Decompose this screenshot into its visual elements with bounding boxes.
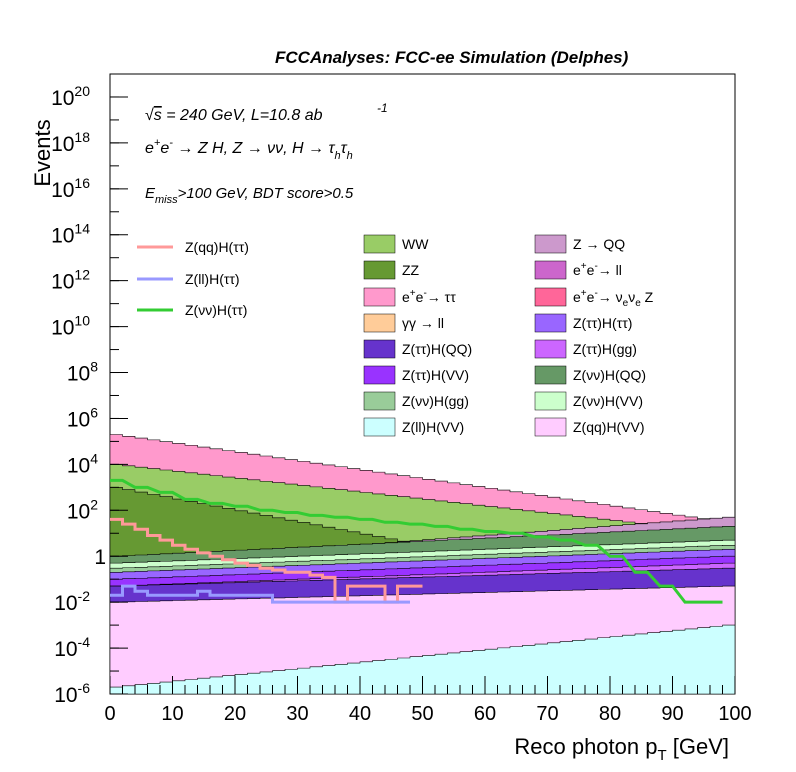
annotation-process: e+e- → Z H, Z → νν, H → τhτh [145, 137, 353, 162]
hist-z-ll-h-vv- [109, 624, 736, 695]
y-tick-label: 1012 [51, 267, 90, 294]
signal-lines [110, 478, 723, 604]
x-axis-label: Reco photon pT [GeV] [514, 734, 729, 764]
legend-swatch-zz [363, 260, 396, 280]
legend-swatch-ztautau-hvv [363, 365, 396, 385]
legend-label-zqq-hvv: Z(qq)H(VV) [573, 419, 645, 435]
legend-signals: Z(qq)H(ττ) Z(ll)H(ττ) Z(νν)H(ττ) [137, 239, 249, 318]
legend-swatch-znunu-hvv [534, 391, 567, 411]
signal-z-ll-h- [110, 584, 410, 604]
legend-swatch-ztautau-hqq [363, 339, 396, 359]
y-tick-label: 1010 [51, 313, 90, 340]
x-tick-label: 80 [599, 703, 621, 725]
legend-label-zqq: Z → QQ [573, 236, 625, 252]
y-tick-label: 10-2 [54, 588, 90, 615]
legend-label-eenuenuez: e+e-→ νeνe Z [573, 288, 654, 309]
legend-label-ww: WW [402, 236, 429, 252]
legend-swatch-znunu-hqq [534, 365, 567, 385]
legend-label-znunu-hvv: Z(νν)H(VV) [573, 393, 643, 409]
y-axis-label: Events [30, 119, 55, 186]
legend-label-zz: ZZ [402, 262, 420, 278]
x-tick-label: 40 [349, 703, 371, 725]
y-tick-label: 1 [94, 546, 106, 569]
y-tick-label: 1020 [51, 83, 90, 110]
energy-unit-sup: -1 [377, 101, 388, 115]
legend-label-znunu-hgg: Z(νν)H(gg) [402, 393, 469, 409]
legend-label-gammagamma: γγ → ll [402, 315, 444, 331]
x-tick-label: 10 [161, 703, 183, 725]
legend-label-znunu-htautau: Z(νν)H(ττ) [185, 302, 247, 318]
legend-label-ztautau-hvv: Z(ττ)H(VV) [402, 367, 469, 383]
legend-swatch-ztautau-hgg [534, 339, 567, 359]
legend-label-znunu-hqq: Z(νν)H(QQ) [573, 367, 646, 383]
legend-backgrounds-col1: WW ZZ e+e-→ ττ γγ → ll Z(ττ)H(QQ) Z(ττ)H… [363, 234, 472, 437]
x-tick-label: 20 [224, 703, 246, 725]
svg-text:e+e- → Z H, Z → νν, H → τhτh: e+e- → Z H, Z → νν, H → τhτh [145, 137, 353, 162]
legend-swatch-eell [534, 260, 567, 280]
legend-label-zqq-htautau: Z(qq)H(ττ) [185, 239, 249, 255]
svg-text:√s = 240 GeV, L=10.8 ab: √s = 240 GeV, L=10.8 ab [145, 107, 323, 124]
legend-swatch-gammagamma [363, 313, 396, 333]
y-tick-label: 108 [67, 359, 98, 386]
y-tick-label: 1016 [51, 175, 90, 202]
x-tick-label: 60 [474, 703, 496, 725]
legend-swatch-zqq [534, 234, 567, 254]
x-tick-label: 100 [718, 703, 751, 725]
y-tick-label: 106 [67, 404, 98, 431]
y-tick-label: 10-4 [54, 634, 90, 661]
legend-label-eetautau: e+e-→ ττ [402, 288, 456, 305]
legend-swatch-ztautau-htautau [534, 313, 567, 333]
legend-swatch-znunu-hgg [363, 391, 396, 411]
stacked-histograms [109, 434, 736, 695]
legend-label-eell: e+e-→ ll [573, 261, 622, 278]
y-tick-label: 1014 [51, 221, 90, 248]
legend-swatch-eenuenuez [534, 287, 567, 307]
y-tick-label: 1018 [51, 129, 90, 156]
legend-label-ztautau-hgg: Z(ττ)H(gg) [573, 341, 637, 357]
legend-swatch-eetautau [363, 287, 396, 307]
legend-label-zll-hvv: Z(ll)H(VV) [402, 419, 464, 435]
x-tick-label: 90 [661, 703, 683, 725]
y-tick-label: 104 [67, 450, 98, 477]
y-tick-label: 102 [67, 496, 98, 523]
svg-text:Emiss>100 GeV, BDT score>0.5: Emiss>100 GeV, BDT score>0.5 [145, 185, 354, 206]
legend-backgrounds-col2: Z → QQ e+e-→ ll e+e-→ νeνe Z Z(ττ)H(ττ) … [534, 234, 654, 437]
chart-title: FCCAnalyses: FCC-ee Simulation (Delphes) [275, 48, 629, 67]
legend-label-ztautau-hqq: Z(ττ)H(QQ) [402, 341, 472, 357]
x-tick-label: 0 [104, 703, 115, 725]
legend-label-zll-htautau: Z(ll)H(ττ) [185, 271, 240, 287]
legend-swatch-zqq-hvv [534, 417, 567, 437]
annotation-energy: √s = 240 GeV, L=10.8 ab -1 [145, 101, 388, 124]
y-tick-label: 10-6 [54, 680, 90, 707]
annotation-selection: Emiss>100 GeV, BDT score>0.5 [145, 185, 354, 206]
legend-label-ztautau-htautau: Z(ττ)H(ττ) [573, 315, 632, 331]
x-tick-label: 30 [286, 703, 308, 725]
x-tick-label: 50 [411, 703, 433, 725]
legend-swatch-zll-hvv [363, 417, 396, 437]
legend-swatch-ww [363, 234, 396, 254]
x-tick-label: 70 [536, 703, 558, 725]
signal-z-h- [110, 478, 723, 604]
signal-z-qq-h- [110, 517, 423, 604]
